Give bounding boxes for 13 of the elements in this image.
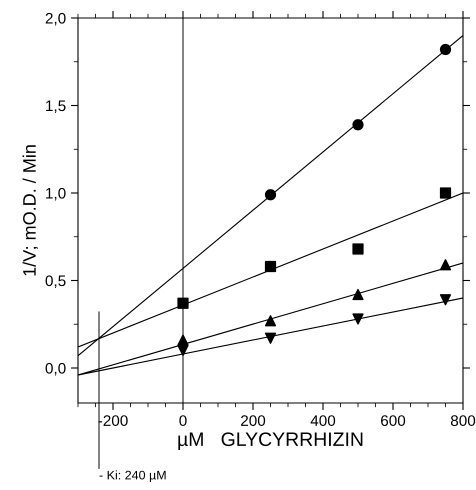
text: - Ki: 240 µM (100, 470, 166, 482)
x-axis-title: µM GLYCYRRHIZIN (178, 432, 362, 450)
y-tick-label: 2,0 (46, 12, 66, 26)
y-tick-label: 1,5 (46, 100, 66, 113)
y-tick-label: 0,0 (46, 362, 66, 376)
x-tick-label: 400 (310, 415, 336, 426)
x-tick-label: 0 (179, 415, 187, 426)
y-tick-label: 1,0 (46, 188, 66, 200)
x-tick-label: 200 (241, 415, 266, 426)
x-tick-label: 800 (450, 415, 476, 426)
x-tick-label: 600 (381, 415, 406, 426)
y-tick-label: 0,5 (46, 275, 66, 288)
y-axis-title: 1/V; mO.D. / Min (22, 145, 38, 276)
